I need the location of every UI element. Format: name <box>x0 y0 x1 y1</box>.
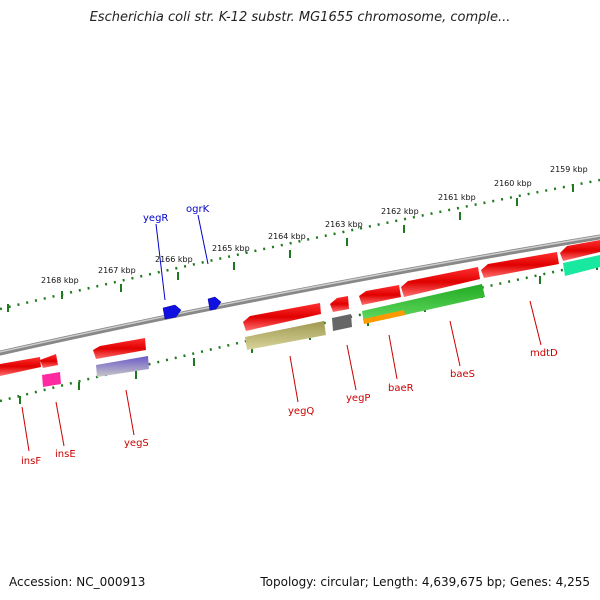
gene-baeR[interactable] <box>363 310 405 324</box>
gene-yegS-upper[interactable] <box>93 338 146 359</box>
gene-mdtC[interactable] <box>563 255 600 276</box>
tick-label: 2167 kbp <box>98 266 136 275</box>
gene-label-yegP[interactable]: yegP <box>346 393 370 404</box>
gene-baeR-upper[interactable] <box>359 285 401 305</box>
chromosome-backbone <box>0 234 600 356</box>
gene-yegP[interactable] <box>332 314 352 331</box>
tick-label: 2164 kbp <box>268 232 306 241</box>
tick-label: 2160 kbp <box>494 179 532 188</box>
tick-label: 2159 kbp <box>550 165 588 174</box>
genome-summary-text: Topology: circular; Length: 4,639,675 bp… <box>260 575 590 589</box>
gene-insF[interactable] <box>0 357 41 376</box>
gene-label-baeS[interactable]: baeS <box>450 369 475 380</box>
gene-label-mdtD[interactable]: mdtD <box>530 348 558 359</box>
map-title: Escherichia coli str. K-12 substr. MG165… <box>89 10 511 25</box>
gene-insE-upper[interactable] <box>40 354 58 368</box>
gene-yegS[interactable] <box>96 356 149 377</box>
gene-mdtD-upper[interactable] <box>481 252 559 278</box>
gene-ogrK[interactable] <box>207 296 222 311</box>
gene-yegR[interactable] <box>162 304 182 320</box>
gene-label-ogrK[interactable]: ogrK <box>186 204 210 215</box>
gene-label-insE[interactable]: insE <box>55 449 76 460</box>
gene-label-yegS[interactable]: yegS <box>124 438 149 449</box>
gene-yegQ[interactable] <box>245 321 326 350</box>
gene-label-insF[interactable]: insF <box>21 456 41 467</box>
gene-yegQ-upper[interactable] <box>243 303 321 331</box>
gene-insE[interactable] <box>42 372 61 387</box>
tick-label: 2163 kbp <box>325 220 363 229</box>
gene-label-yegR[interactable]: yegR <box>143 213 168 224</box>
tick-label: 2165 kbp <box>212 244 250 253</box>
gene-yegP-upper[interactable] <box>330 296 349 312</box>
tick-label: 2168 kbp <box>41 276 79 285</box>
tick-label: 2161 kbp <box>438 193 476 202</box>
tick-label: 2162 kbp <box>381 207 419 216</box>
gene-label-baeR[interactable]: baeR <box>388 383 414 394</box>
gene-baeS-upper[interactable] <box>401 267 480 297</box>
upper-major-ticks <box>7 184 574 312</box>
accession-text: Accession: NC_000913 <box>9 575 146 589</box>
gene-mdtC-upper[interactable] <box>560 240 600 261</box>
gene-label-yegQ[interactable]: yegQ <box>288 406 314 417</box>
tick-label: 2166 kbp <box>155 255 193 264</box>
